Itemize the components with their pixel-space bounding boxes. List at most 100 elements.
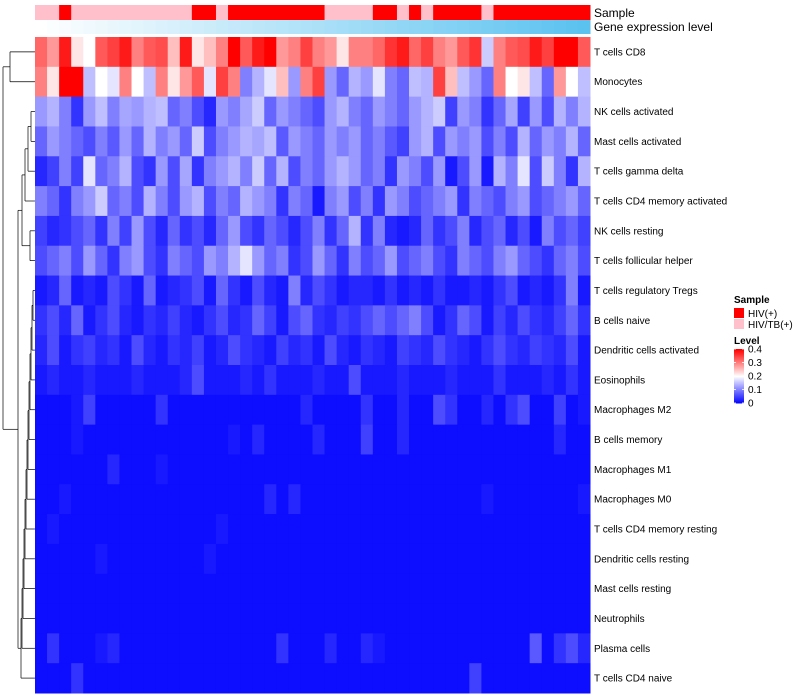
heatmap-cell: [143, 66, 157, 98]
heatmap-cell: [300, 275, 313, 306]
heatmap-cell: [577, 186, 591, 217]
heatmap-cell: [541, 37, 555, 68]
sample-annotation-cell: [252, 5, 265, 20]
heatmap-cell: [384, 186, 398, 217]
heatmap-cell: [228, 514, 241, 545]
heatmap-cell: [577, 424, 591, 455]
heatmap-cell: [324, 156, 338, 187]
heatmap-cell: [203, 484, 217, 515]
heatmap-cell: [95, 573, 108, 605]
heatmap-cell: [203, 394, 217, 426]
heatmap-cell: [541, 156, 555, 187]
expression-annotation-cell: [167, 20, 181, 34]
heatmap-cell: [529, 454, 543, 485]
heatmap-cell: [529, 335, 543, 366]
heatmap-cell: [59, 424, 72, 455]
row-label: T cells CD8: [594, 47, 646, 58]
heatmap-cell: [541, 335, 555, 366]
heatmap-cell: [107, 305, 120, 336]
heatmap-cell: [457, 633, 470, 664]
sample-annotation-cell: [191, 5, 205, 20]
heatmap-cell: [59, 96, 72, 127]
heatmap-cell: [421, 156, 434, 187]
heatmap-cell: [360, 603, 374, 634]
heatmap-cell: [71, 126, 84, 157]
heatmap-cell: [384, 394, 398, 426]
heatmap-cell: [35, 365, 48, 396]
heatmap-cell: [95, 484, 108, 515]
heatmap-cell: [360, 37, 374, 68]
heatmap-cell: [143, 424, 157, 455]
heatmap-cell: [517, 484, 531, 515]
heatmap-cell: [312, 633, 326, 664]
heatmap-cell: [131, 96, 145, 127]
heatmap-cell: [107, 573, 120, 605]
sample-annotation-cell: [71, 5, 84, 20]
heatmap-cell: [565, 633, 579, 664]
expression-annotation-cell: [493, 20, 507, 34]
heatmap-cell: [421, 275, 434, 306]
heatmap-cell: [167, 365, 181, 396]
heatmap-cell: [59, 335, 72, 366]
heatmap-cell: [131, 305, 145, 336]
heatmap-cell: [95, 633, 108, 664]
expression-annotation-cell: [553, 20, 567, 34]
heatmap-cell: [203, 663, 217, 694]
legend-scale-segment: [734, 356, 744, 358]
heatmap-cell: [240, 663, 253, 694]
heatmap-cell: [215, 514, 229, 545]
heatmap-cell: [348, 126, 362, 157]
heatmap-cell: [131, 275, 145, 306]
heatmap-cell: [421, 96, 434, 127]
heatmap-cell: [228, 543, 241, 575]
heatmap-cell: [155, 156, 169, 187]
heatmap-cell: [167, 126, 181, 157]
sample-annotation-cell: [541, 5, 555, 20]
heatmap-cell: [517, 603, 531, 634]
heatmap-cell: [553, 96, 567, 127]
heatmap-cell: [131, 335, 145, 366]
legend-scale-segment: [734, 367, 744, 369]
heatmap-cell: [372, 424, 386, 455]
heatmap-cell: [372, 186, 386, 217]
heatmap-cell: [445, 573, 458, 605]
sample-annotation-cell: [107, 5, 120, 20]
heatmap-cell: [264, 424, 277, 455]
heatmap-cell: [348, 335, 362, 366]
heatmap-cell: [336, 275, 350, 306]
sample-annotation-cell: [300, 5, 313, 20]
heatmap-cell: [324, 663, 338, 694]
heatmap-cell: [324, 335, 338, 366]
heatmap-cell: [240, 66, 253, 98]
expression-annotation-cell: [276, 20, 289, 34]
sample-annotation-cell: [276, 5, 289, 20]
heatmap-cell: [360, 96, 374, 127]
heatmap-cell: [143, 603, 157, 634]
heatmap-cell: [107, 275, 120, 306]
heatmap-cell: [372, 37, 386, 68]
heatmap-cell: [155, 66, 169, 98]
heatmap-cell: [565, 424, 579, 455]
heatmap-cell: [35, 96, 48, 127]
heatmap-cell: [179, 275, 193, 306]
heatmap-cell: [95, 305, 108, 336]
heatmap-cell: [493, 365, 507, 396]
heatmap-cell: [312, 663, 326, 694]
heatmap-cells: [35, 37, 591, 694]
heatmap-cell: [47, 66, 60, 98]
legend-tick-label: 0.2: [748, 372, 762, 383]
heatmap-cell: [493, 245, 507, 277]
heatmap-cell: [131, 245, 145, 277]
heatmap-cell: [228, 573, 241, 605]
heatmap-cell: [505, 454, 519, 485]
heatmap-cell: [421, 454, 434, 485]
heatmap-cell: [505, 215, 519, 247]
heatmap-cell: [312, 335, 326, 366]
heatmap-cell: [481, 275, 494, 306]
heatmap-cell: [35, 245, 48, 277]
sample-annotation-cell: [312, 5, 326, 20]
legend-scale-segment: [734, 378, 744, 380]
heatmap-cell: [35, 37, 48, 68]
heatmap-cell: [505, 603, 519, 634]
expression-annotation-cell: [131, 20, 145, 34]
